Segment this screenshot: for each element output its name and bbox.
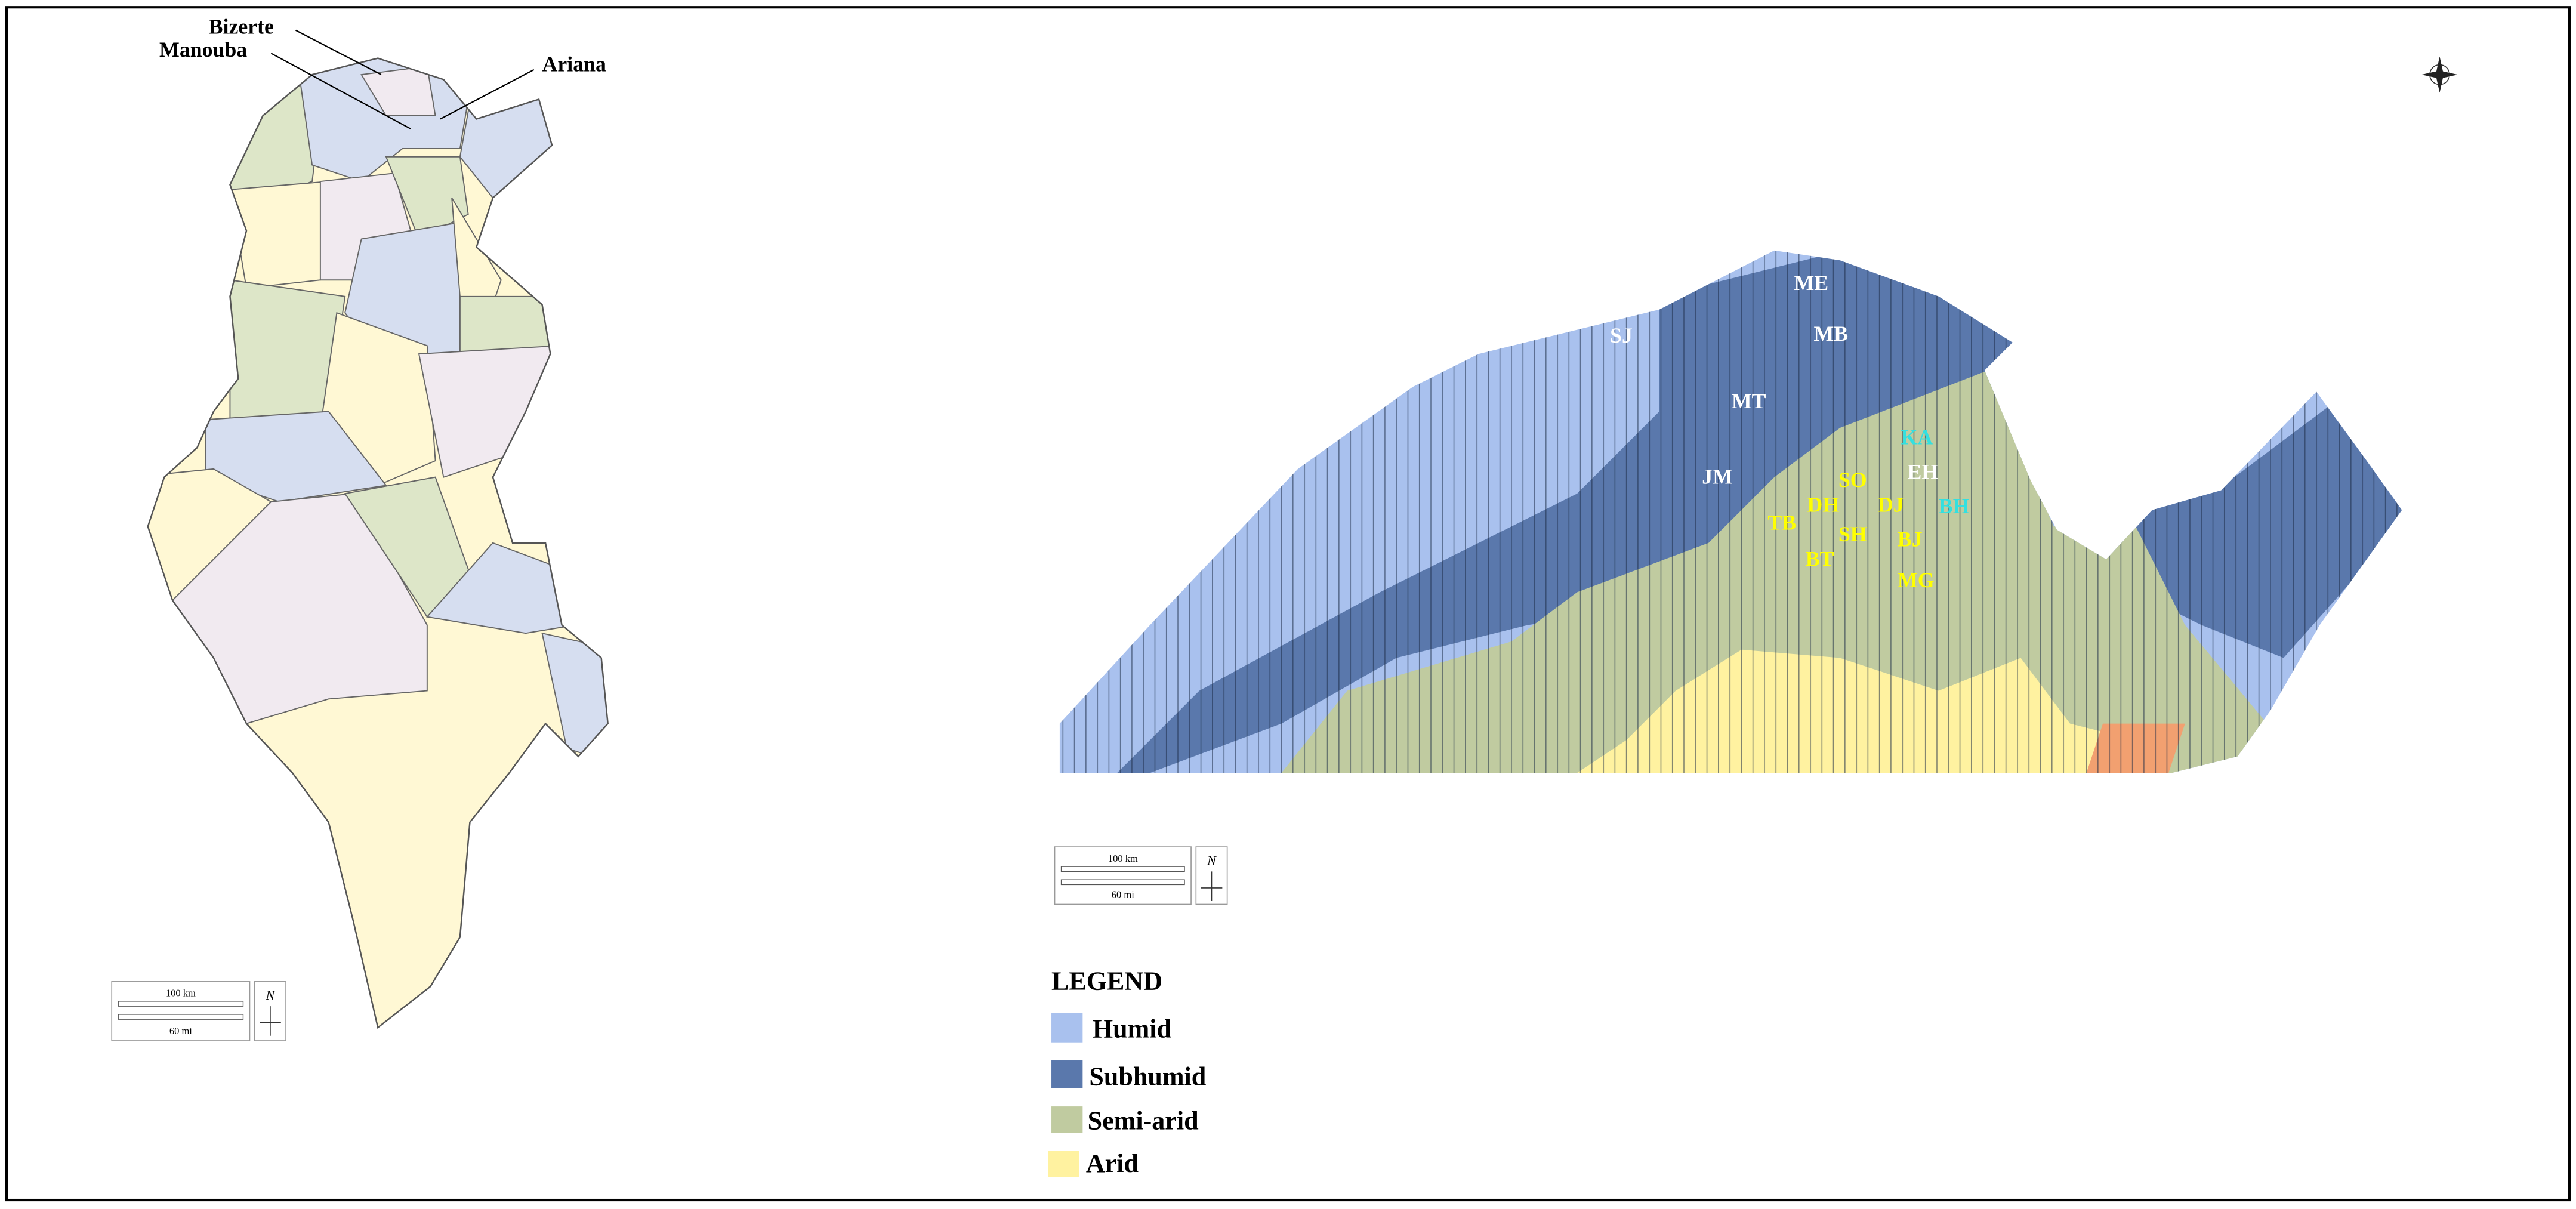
north-label: N bbox=[266, 988, 276, 1003]
scale-bar: 100 km 60 mi N bbox=[111, 981, 286, 1041]
legend: LEGEND Humid Subhumid Semi-arid Arid bbox=[1048, 967, 1206, 1178]
site-label: ME bbox=[1794, 271, 1828, 295]
legend-label: Subhumid bbox=[1089, 1062, 1206, 1091]
site-label: BT bbox=[1806, 547, 1834, 570]
legend-swatch bbox=[1048, 1151, 1079, 1177]
site-label: MB bbox=[1814, 322, 1849, 346]
site-label: TB bbox=[1767, 511, 1796, 535]
site-label: DH bbox=[1807, 492, 1840, 516]
north-label: N bbox=[1207, 853, 1217, 868]
site-label: MG bbox=[1898, 568, 1935, 592]
leader-line bbox=[270, 53, 411, 129]
legend-swatch bbox=[1051, 1060, 1083, 1088]
site-label: KA bbox=[1901, 425, 1933, 449]
legend-label: Humid bbox=[1093, 1014, 1171, 1043]
legend-label: Semi-arid bbox=[1088, 1106, 1199, 1136]
governorate-label: Ariana bbox=[542, 53, 606, 76]
legend-label: Arid bbox=[1086, 1149, 1139, 1178]
leader-line bbox=[295, 29, 382, 76]
site-label: MT bbox=[1732, 389, 1766, 413]
scale-label: 60 mi bbox=[169, 1025, 192, 1037]
legend-swatch bbox=[1051, 1106, 1083, 1133]
scale-label: 100 km bbox=[166, 988, 196, 999]
site-label: BJ bbox=[1898, 527, 1923, 551]
governorate-label: Manouba bbox=[159, 38, 247, 61]
site-label: DJ bbox=[1878, 492, 1904, 516]
site-label: SO bbox=[1838, 468, 1867, 492]
site-label: EH bbox=[1907, 459, 1938, 483]
leader-line bbox=[440, 69, 535, 120]
scale-label: 60 mi bbox=[1112, 889, 1134, 900]
scale-bar: 100 km 60 mi N bbox=[1054, 846, 1228, 905]
scale-label: 100 km bbox=[1108, 853, 1138, 864]
site-label: BH bbox=[1939, 494, 1970, 518]
site-label: SH bbox=[1838, 522, 1867, 546]
site-label: SJ bbox=[1610, 323, 1633, 347]
legend-title: LEGEND bbox=[1051, 967, 1162, 996]
governorate-label: Bizerte bbox=[209, 14, 274, 38]
compass bbox=[2421, 56, 2458, 93]
site-label: JM bbox=[1702, 465, 1733, 489]
tunisia-outline bbox=[147, 57, 609, 1029]
legend-swatch bbox=[1051, 1013, 1083, 1043]
